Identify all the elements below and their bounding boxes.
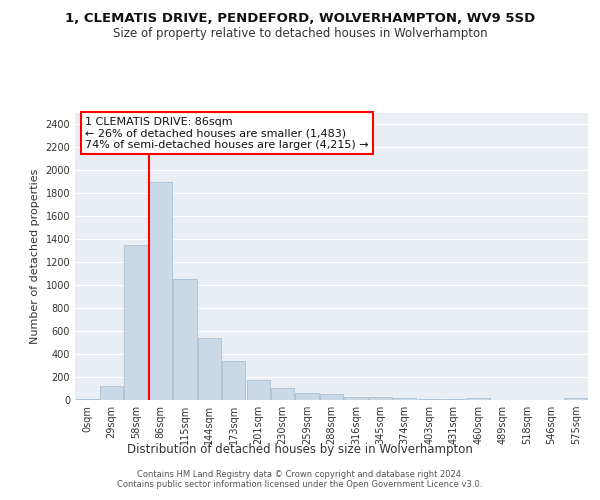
Bar (393, 398, 416, 400)
Bar (564, 398, 587, 400)
Bar (222, 362, 245, 400)
Text: Size of property relative to detached houses in Wolverhampton: Size of property relative to detached ho… (113, 28, 487, 40)
Bar (76, 399, 99, 400)
Bar (173, 279, 197, 400)
Bar (100, 386, 123, 400)
Bar (149, 182, 172, 400)
Text: Distribution of detached houses by size in Wolverhampton: Distribution of detached houses by size … (127, 442, 473, 456)
Text: 1 CLEMATIS DRIVE: 86sqm
← 26% of detached houses are smaller (1,483)
74% of semi: 1 CLEMATIS DRIVE: 86sqm ← 26% of detache… (85, 117, 369, 150)
Text: Contains HM Land Registry data © Crown copyright and database right 2024.
Contai: Contains HM Land Registry data © Crown c… (118, 470, 482, 490)
Bar (320, 394, 343, 400)
Bar (198, 338, 221, 400)
Bar (247, 380, 270, 400)
Y-axis label: Number of detached properties: Number of detached properties (30, 168, 40, 344)
Bar (344, 396, 368, 400)
Bar (271, 388, 294, 400)
Bar (124, 245, 148, 400)
Text: 1, CLEMATIS DRIVE, PENDEFORD, WOLVERHAMPTON, WV9 5SD: 1, CLEMATIS DRIVE, PENDEFORD, WOLVERHAMP… (65, 12, 535, 26)
Bar (369, 397, 392, 400)
Bar (418, 399, 441, 400)
Bar (295, 393, 319, 400)
Bar (466, 398, 490, 400)
